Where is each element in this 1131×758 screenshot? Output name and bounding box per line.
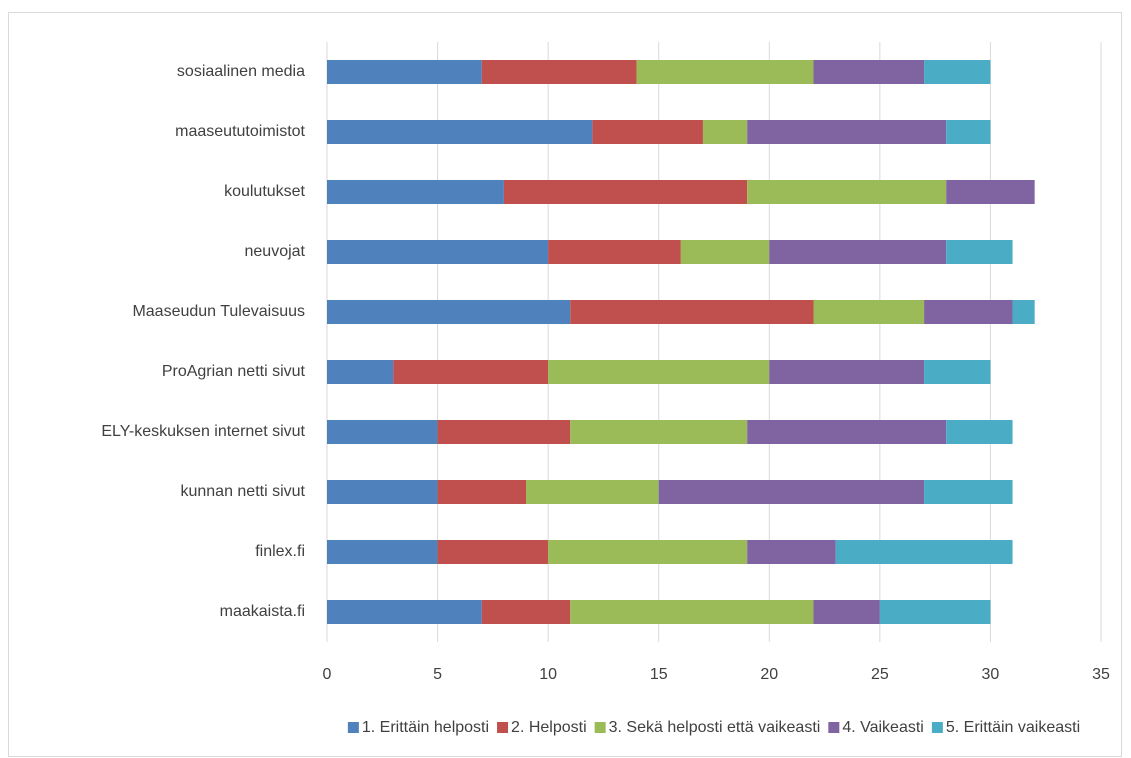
bar-segment <box>503 180 748 204</box>
bar-segment <box>1012 300 1035 324</box>
bar-segment <box>327 60 482 84</box>
bar-segment <box>747 180 947 204</box>
legend-swatch <box>497 722 509 733</box>
bar-segment <box>769 360 925 384</box>
bar-segment <box>879 600 991 624</box>
bar-segment <box>327 480 438 504</box>
bar-segment <box>747 120 947 144</box>
legend-label: 2. Helposti <box>511 719 587 736</box>
bar-segment <box>526 480 659 504</box>
bar-segment <box>548 360 770 384</box>
legend-swatch <box>931 722 943 733</box>
bar-segment <box>835 540 1013 564</box>
bar-segment <box>592 120 703 144</box>
bar-segment <box>437 540 549 564</box>
legend-label: 1. Erittäin helposti <box>362 719 489 736</box>
x-tick-label: 35 <box>1092 666 1110 683</box>
bar-segment <box>327 540 438 564</box>
bar-segment <box>570 600 814 624</box>
bar-segment <box>481 600 571 624</box>
bar-segment <box>946 120 991 144</box>
y-tick-label: ELY-keskuksen internet sivut <box>101 423 305 440</box>
bar-segment <box>946 420 1013 444</box>
y-tick-label: maakaista.fi <box>220 603 305 620</box>
bar-segment <box>924 300 1013 324</box>
bar-segment <box>636 60 814 84</box>
legend-label: 3. Sekä helposti että vaikeasti <box>609 719 821 736</box>
bar-segment <box>813 60 925 84</box>
bar-segment <box>813 600 880 624</box>
bar-segment <box>327 180 504 204</box>
bar-segment <box>393 360 549 384</box>
bar-segment <box>437 480 527 504</box>
bar-segment <box>924 60 991 84</box>
bar-segment <box>327 600 482 624</box>
bar-segment <box>327 360 394 384</box>
legend-swatch <box>347 722 359 733</box>
bar-segment <box>570 420 748 444</box>
y-tick-label: sosiaalinen media <box>177 63 305 80</box>
bar-segment <box>747 420 947 444</box>
bar-segment <box>570 300 814 324</box>
y-tick-label: koulutukset <box>224 183 305 200</box>
legend: 1. Erittäin helposti 2. Helposti 3. Sekä h… <box>347 719 1080 736</box>
y-tick-label: ProAgrian netti sivut <box>162 363 306 380</box>
bar-segment <box>680 240 770 264</box>
bar-segment <box>702 120 748 144</box>
legend-swatch <box>594 722 606 733</box>
bar-segment <box>747 540 836 564</box>
bar-segment <box>924 480 1013 504</box>
legend-label: 5. Erittäin vaikeasti <box>946 719 1080 736</box>
y-tick-label: finlex.fi <box>255 543 305 560</box>
bar-segment <box>924 360 991 384</box>
y-tick-label: maaseututoimistot <box>175 123 305 140</box>
x-tick-label: 30 <box>982 666 1000 683</box>
bar-segment <box>813 300 925 324</box>
y-tick-label: neuvojat <box>245 243 306 260</box>
bar-segment <box>548 240 681 264</box>
bar-segment <box>481 60 637 84</box>
x-tick-label: 25 <box>871 666 889 683</box>
bar-segment <box>327 120 593 144</box>
x-tick-label: 5 <box>433 666 442 683</box>
x-tick-label: 0 <box>323 666 332 683</box>
x-tick-label: 10 <box>539 666 557 683</box>
x-tick-label: 15 <box>650 666 668 683</box>
bar-segment <box>946 240 1013 264</box>
bar-segment <box>658 480 925 504</box>
x-tick-label: 20 <box>760 666 778 683</box>
bar-segment <box>327 420 438 444</box>
bar-segment <box>769 240 947 264</box>
y-tick-label: kunnan netti sivut <box>180 483 305 500</box>
y-tick-label: Maaseudun Tulevaisuus <box>132 303 305 320</box>
bar-segment <box>548 540 748 564</box>
bar-segment <box>327 300 571 324</box>
bar-segment <box>327 240 549 264</box>
legend-label: 4. Vaikeasti <box>842 719 924 736</box>
bar-segment <box>946 180 1035 204</box>
bar-segment <box>437 420 571 444</box>
legend-swatch <box>828 722 840 733</box>
